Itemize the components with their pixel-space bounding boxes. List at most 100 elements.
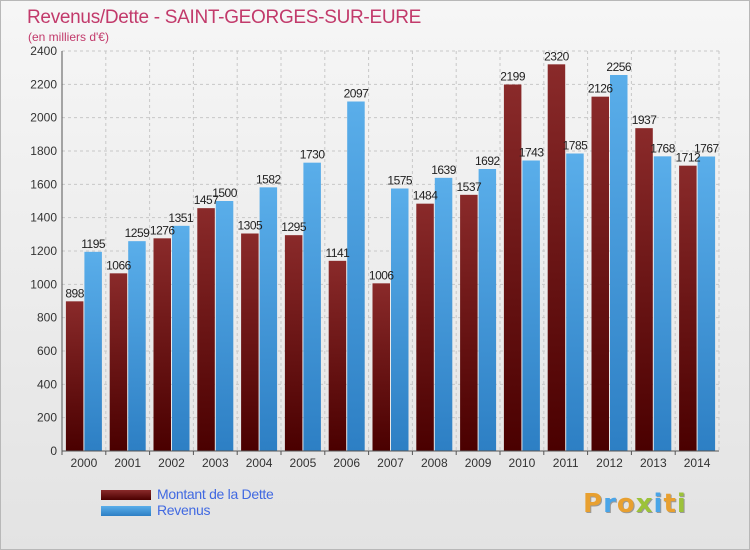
data-label-debt-2012: 2126 <box>588 82 614 96</box>
logo-letter: o <box>616 489 636 519</box>
bar-revenue-2014 <box>697 156 716 451</box>
data-label-debt-2007: 1006 <box>369 268 395 282</box>
data-label-revenue-2007: 1575 <box>387 174 413 188</box>
bar-revenue-2000 <box>84 251 102 451</box>
bar-revenue-2006 <box>347 101 365 451</box>
bar-revenue-2012 <box>610 75 628 451</box>
bar-revenue-2010 <box>522 160 540 451</box>
data-label-debt-2011: 2320 <box>544 49 570 63</box>
data-label-revenue-2003: 1500 <box>212 186 238 200</box>
bar-debt-2011 <box>547 64 566 452</box>
x-tick-label-2008: 2008 <box>421 456 448 470</box>
data-label-revenue-2009: 1692 <box>475 154 501 168</box>
proxiti-logo: Proxiti <box>583 489 687 519</box>
bar-debt-2001 <box>109 273 128 451</box>
data-label-revenue-2008: 1639 <box>431 163 457 177</box>
data-label-debt-2014: 1712 <box>675 151 701 165</box>
bar-revenue-2009 <box>478 169 497 451</box>
y-tick-label-400: 400 <box>37 377 57 391</box>
y-tick-label-1000: 1000 <box>30 277 57 291</box>
x-tick-label-2012: 2012 <box>596 456 623 470</box>
logo-letter: i <box>676 489 687 519</box>
data-label-revenue-2012: 2256 <box>606 60 632 74</box>
bar-revenue-2011 <box>566 153 584 451</box>
chart-subtitle: (en milliers d'€) <box>28 30 109 44</box>
y-tick-label-2200: 2200 <box>30 77 57 91</box>
x-tick-label-2013: 2013 <box>640 456 667 470</box>
chart-title: Revenus/Dette - SAINT-GEORGES-SUR-EURE <box>27 7 422 28</box>
data-label-debt-2000: 898 <box>65 286 84 300</box>
data-label-debt-2008: 1484 <box>413 189 439 203</box>
bar-revenue-2003 <box>215 201 234 451</box>
data-label-debt-2004: 1305 <box>237 219 263 233</box>
y-tick-label-1400: 1400 <box>30 211 57 225</box>
bar-revenue-2007 <box>391 188 409 451</box>
bar-revenue-2013 <box>653 156 672 452</box>
data-label-revenue-2001: 1259 <box>125 226 151 240</box>
y-tick-label-2000: 2000 <box>30 111 57 125</box>
bar-debt-2003 <box>197 208 215 451</box>
bar-debt-2014 <box>679 165 697 451</box>
data-label-revenue-2006: 2097 <box>344 87 370 101</box>
label-layer: 898 1066 1276 1457 1305 1295 1141 1006 1484 1537 2… <box>65 49 720 300</box>
data-label-debt-2013: 1937 <box>632 113 658 127</box>
x-tick-label-2002: 2002 <box>158 456 185 470</box>
legend-swatch-debt <box>101 490 151 500</box>
bar-debt-2006 <box>328 260 347 451</box>
bar-debt-2012 <box>591 96 609 452</box>
x-tick-label-2004: 2004 <box>246 456 273 470</box>
data-label-debt-2005: 1295 <box>281 220 307 234</box>
x-tick-label-2011: 2011 <box>553 456 579 470</box>
logo-letter: i <box>653 489 664 519</box>
axis-layer: 0 200 400 600 800 1000 1200 1400 1600 1800 2000 220… <box>30 44 719 470</box>
data-label-revenue-2004: 1582 <box>256 172 282 186</box>
data-label-revenue-2005: 1730 <box>300 148 326 162</box>
bar-revenue-2002 <box>172 225 190 451</box>
data-label-revenue-2014: 1767 <box>694 142 720 156</box>
data-label-debt-2003: 1457 <box>194 193 220 207</box>
x-tick-label-2007: 2007 <box>377 456 404 470</box>
data-label-debt-2002: 1276 <box>150 223 176 237</box>
y-tick-label-1600: 1600 <box>30 177 57 191</box>
logo-letter: t <box>663 489 677 519</box>
bar-debt-2010 <box>503 84 522 451</box>
y-tick-label-600: 600 <box>37 344 57 358</box>
data-label-revenue-2011: 1785 <box>563 139 589 153</box>
x-tick-label-2006: 2006 <box>333 456 360 470</box>
x-tick-label-2010: 2010 <box>509 456 536 470</box>
bar-debt-2008 <box>416 203 434 451</box>
bar-debt-2002 <box>153 238 171 451</box>
legend-swatch-revenue <box>101 506 151 516</box>
x-tick-label-2000: 2000 <box>71 456 98 470</box>
data-label-debt-2006: 1141 <box>326 246 351 260</box>
y-tick-label-1200: 1200 <box>30 244 57 258</box>
x-tick-label-2003: 2003 <box>202 456 229 470</box>
y-tick-label-800: 800 <box>37 311 57 325</box>
legend-label-debt: Montant de la Dette <box>157 486 274 502</box>
bar-debt-2000 <box>65 301 84 451</box>
logo-letter: P <box>583 489 604 519</box>
x-tick-label-2014: 2014 <box>684 456 711 470</box>
x-tick-label-2001: 2001 <box>114 456 141 470</box>
bar-revenue-2004 <box>259 187 278 452</box>
bar-debt-2005 <box>284 235 303 451</box>
x-tick-label-2009: 2009 <box>465 456 492 470</box>
y-tick-label-2400: 2400 <box>30 44 57 58</box>
data-label-revenue-2002: 1351 <box>168 211 194 225</box>
bar-revenue-2005 <box>303 162 321 451</box>
bar-debt-2007 <box>372 283 390 451</box>
bar-revenue-2001 <box>128 241 146 451</box>
data-label-debt-2009: 1537 <box>456 180 482 194</box>
data-label-revenue-2000: 1195 <box>81 237 106 251</box>
data-label-revenue-2010: 1743 <box>519 146 545 160</box>
logo-letter: r <box>603 489 617 519</box>
data-label-debt-2001: 1066 <box>106 258 132 272</box>
bar-debt-2009 <box>460 194 478 452</box>
x-tick-label-2005: 2005 <box>290 456 317 470</box>
data-label-debt-2010: 2199 <box>500 70 526 84</box>
legend-label-revenue: Revenus <box>157 502 211 518</box>
bar-layer <box>65 64 716 452</box>
data-label-revenue-2013: 1768 <box>650 141 676 155</box>
